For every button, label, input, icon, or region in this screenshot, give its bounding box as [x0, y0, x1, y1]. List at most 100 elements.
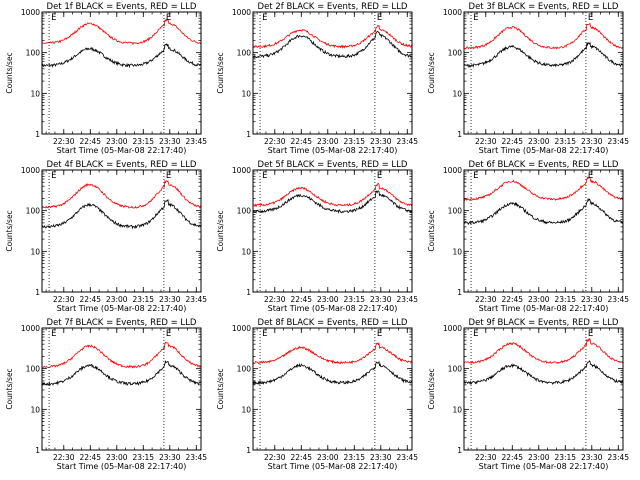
y-axis-label: Counts/sec — [5, 210, 14, 251]
event-marker-label: E — [51, 171, 56, 181]
chart-title: Det 2f BLACK = Events, RED = LLD — [258, 2, 408, 12]
y-tick-label: 1 — [457, 288, 462, 297]
y-tick-label: 100 — [237, 207, 252, 216]
x-tick-label: 23:00 — [106, 137, 128, 146]
y-tick-label: 1 — [246, 446, 251, 455]
series-line-lld — [463, 176, 624, 201]
plot-frame — [252, 327, 413, 451]
event-marker-label: E — [166, 329, 171, 339]
y-tick-label: 1000 — [443, 166, 462, 175]
y-tick-label: 100 — [26, 207, 41, 216]
y-axis-label: Counts/sec — [5, 368, 14, 409]
x-axis-label: Start Time (05-Mar-08 22:17:40) — [268, 304, 398, 313]
y-tick-label: 100 — [26, 49, 41, 58]
event-marker-label: E — [473, 13, 478, 23]
x-tick-label: 22:30 — [53, 453, 75, 462]
y-axis-label: Counts/sec — [216, 52, 225, 93]
y-tick-label: 1 — [457, 130, 462, 139]
chart-title: Det 3f BLACK = Events, RED = LLD — [469, 2, 619, 12]
y-tick-label: 10 — [452, 89, 462, 98]
x-tick-label: 23:15 — [132, 137, 154, 146]
x-tick-label: 23:00 — [317, 295, 339, 304]
y-tick-label: 1000 — [443, 324, 462, 333]
y-tick-label: 1 — [246, 288, 251, 297]
chart-title: Det 7f BLACK = Events, RED = LLD — [47, 318, 197, 328]
series-line-events — [463, 360, 624, 386]
series-line-lld — [41, 18, 202, 45]
event-marker-label: E — [262, 329, 267, 339]
y-tick-label: 1000 — [21, 324, 40, 333]
event-marker-label: E — [588, 171, 593, 181]
y-tick-label: 1000 — [443, 8, 462, 17]
x-axis-label: Start Time (05-Mar-08 22:17:40) — [479, 462, 609, 471]
y-tick-label: 1000 — [21, 8, 40, 17]
y-tick-label: 10 — [30, 89, 40, 98]
event-marker-label: E — [262, 13, 267, 23]
x-tick-label: 23:30 — [159, 453, 181, 462]
x-axis-label: Start Time (05-Mar-08 22:17:40) — [57, 146, 187, 155]
event-marker-label: E — [166, 13, 171, 23]
x-tick-label: 23:45 — [185, 453, 207, 462]
event-marker-label: E — [377, 13, 382, 23]
y-tick-label: 1 — [457, 446, 462, 455]
series-line-events — [252, 30, 413, 59]
series-line-lld — [41, 341, 202, 369]
x-tick-label: 22:45 — [501, 295, 523, 304]
series-line-lld — [41, 179, 202, 209]
x-tick-label: 23:45 — [396, 453, 418, 462]
chart-title: Det 6f BLACK = Events, RED = LLD — [469, 160, 619, 170]
x-tick-label: 23:30 — [159, 137, 181, 146]
x-tick-label: 22:45 — [79, 295, 101, 304]
y-axis-label: Counts/sec — [427, 52, 436, 93]
event-marker-label: E — [51, 13, 56, 23]
y-tick-label: 10 — [241, 89, 251, 98]
x-tick-label: 23:00 — [106, 453, 128, 462]
series-line-events — [41, 42, 202, 69]
x-tick-label: 23:00 — [106, 295, 128, 304]
x-tick-label: 23:15 — [554, 295, 576, 304]
plot-frame — [252, 169, 413, 293]
series-line-lld — [252, 24, 413, 49]
x-tick-label: 22:45 — [501, 453, 523, 462]
y-tick-label: 1000 — [232, 166, 251, 175]
x-tick-label: 23:45 — [396, 137, 418, 146]
y-tick-label: 10 — [241, 247, 251, 256]
x-tick-label: 23:00 — [317, 453, 339, 462]
series-line-events — [252, 360, 413, 386]
y-tick-label: 1 — [35, 446, 40, 455]
y-axis-label: Counts/sec — [216, 210, 225, 251]
y-tick-label: 10 — [30, 405, 40, 414]
y-axis-label: Counts/sec — [5, 52, 14, 93]
event-marker-label: E — [473, 329, 478, 339]
plot-frame — [252, 11, 413, 135]
x-axis-label: Start Time (05-Mar-08 22:17:40) — [268, 146, 398, 155]
y-axis-label: Counts/sec — [427, 368, 436, 409]
x-tick-label: 23:15 — [132, 295, 154, 304]
x-tick-label: 23:30 — [370, 137, 392, 146]
y-tick-label: 1000 — [232, 8, 251, 17]
y-tick-label: 10 — [452, 247, 462, 256]
series-line-events — [41, 359, 202, 387]
y-tick-label: 100 — [237, 49, 252, 58]
x-tick-label: 23:45 — [607, 295, 629, 304]
chart-title: Det 4f BLACK = Events, RED = LLD — [47, 160, 197, 170]
x-tick-label: 23:15 — [343, 295, 365, 304]
series-line-events — [252, 190, 413, 214]
plot-frame — [463, 169, 624, 293]
plot-frame — [41, 169, 202, 293]
y-tick-label: 10 — [241, 405, 251, 414]
x-tick-label: 22:30 — [53, 137, 75, 146]
x-tick-label: 22:30 — [264, 453, 286, 462]
event-marker-label: E — [588, 329, 593, 339]
event-marker-label: E — [166, 171, 171, 181]
series-line-lld — [463, 338, 624, 365]
plot-frame — [41, 327, 202, 451]
